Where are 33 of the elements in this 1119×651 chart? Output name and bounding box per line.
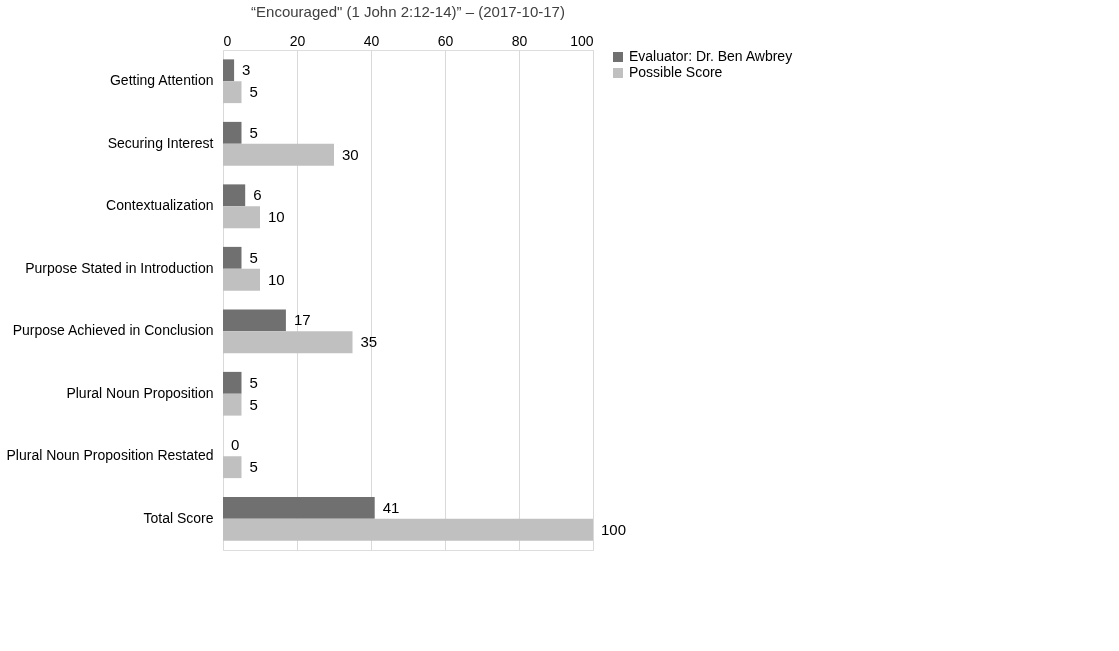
data-label: 17 [293, 311, 311, 329]
legend-label: Evaluator: Dr. Ben Awbrey [629, 48, 793, 64]
y-tick-label: Purpose Stated in Introduction [25, 259, 214, 276]
x-tick-label: 100 [570, 32, 594, 49]
data-label: 5 [249, 373, 258, 391]
data-label: 5 [249, 83, 258, 101]
x-tick-label: 20 [289, 32, 306, 49]
y-tick-label: Plural Noun Proposition Restated [6, 447, 214, 464]
data-label: 3 [242, 61, 251, 79]
x-tick-label: 80 [511, 32, 528, 49]
data-label: 5 [249, 458, 258, 476]
data-label: 35 [360, 333, 378, 351]
y-tick-label: Securing Interest [107, 134, 214, 151]
y-tick-label: Plural Noun Proposition [66, 384, 214, 401]
y-tick-label: Total Score [143, 509, 214, 526]
data-label: 5 [249, 395, 258, 413]
y-tick-label: Contextualization [106, 197, 214, 214]
x-tick-label: 60 [437, 32, 454, 49]
chart-title: “Encouraged" (1 John 2:12-14)” – (2017-10-17) [251, 3, 565, 20]
data-label: 30 [342, 145, 359, 163]
y-tick-label: Purpose Achieved in Conclusion [12, 322, 214, 339]
data-label: 10 [268, 270, 285, 288]
data-label: 0 [231, 436, 240, 454]
data-label: 5 [249, 248, 258, 266]
data-label: 10 [268, 208, 285, 226]
data-label: 5 [249, 123, 258, 141]
x-tick-label: 0 [223, 32, 232, 49]
legend-label: Possible Score [629, 64, 723, 80]
data-label: 100 [601, 520, 627, 538]
y-tick-label: Getting Attention [109, 72, 214, 89]
x-tick-label: 40 [363, 32, 380, 49]
data-label: 41 [382, 498, 400, 516]
data-label: 6 [253, 186, 262, 204]
